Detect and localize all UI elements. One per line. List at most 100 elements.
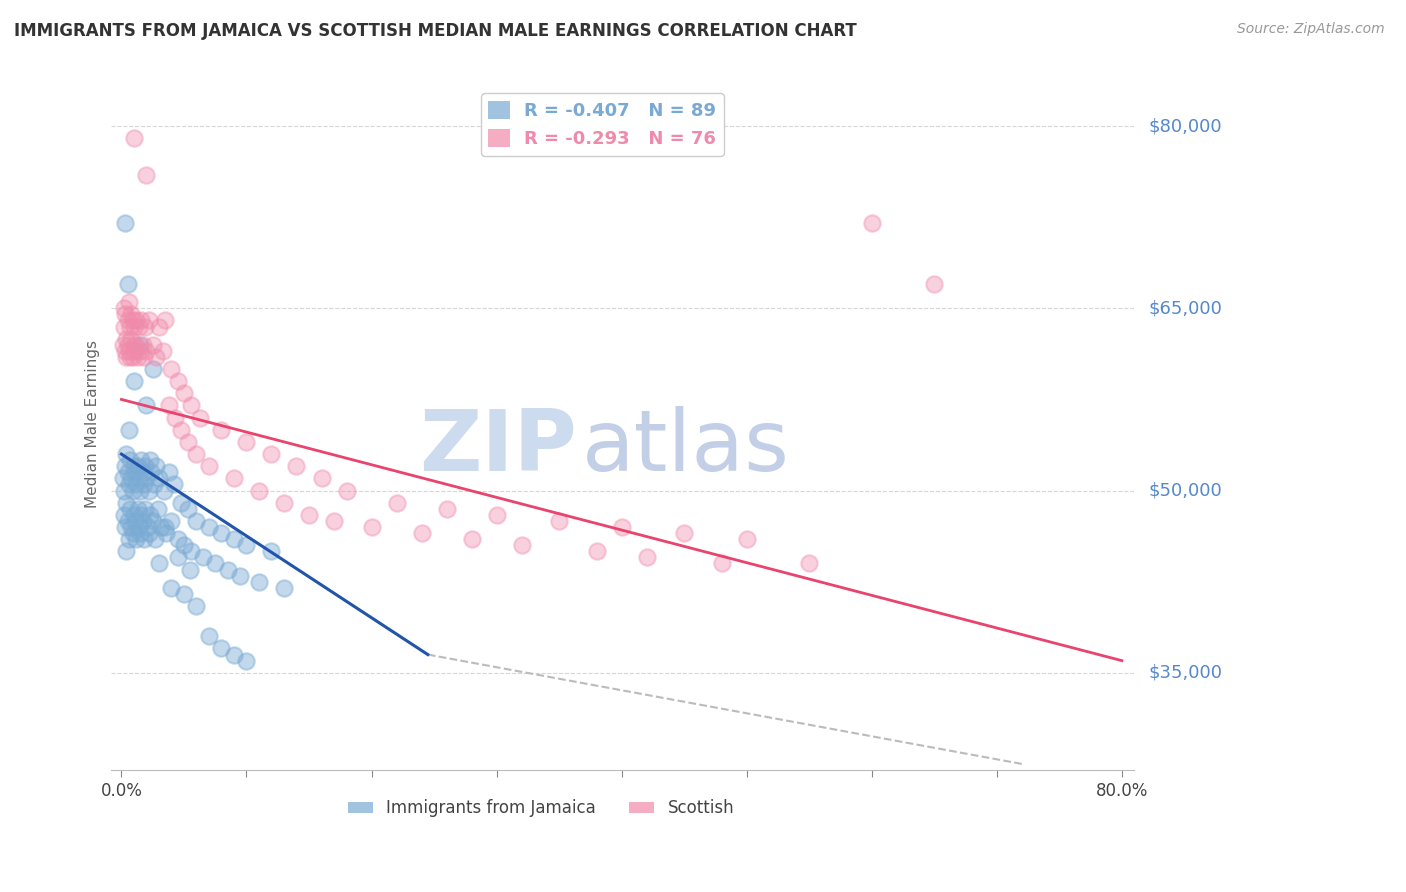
Point [141, 466, 163, 480]
Point [120, 520, 142, 534]
Point [120, 319, 142, 334]
Point [111, 337, 134, 351]
Point [285, 459, 308, 474]
Point [548, 514, 571, 528]
Point [143, 532, 166, 546]
Point [153, 520, 176, 534]
Point [173, 538, 195, 552]
Point [860, 216, 883, 230]
Point [411, 526, 433, 541]
Point [323, 514, 346, 528]
Point [173, 386, 195, 401]
Point [114, 343, 136, 358]
Point [235, 434, 257, 449]
Point [135, 343, 157, 358]
Point [360, 520, 382, 534]
Point [125, 337, 148, 351]
Point [165, 410, 187, 425]
Point [148, 471, 170, 485]
Point [673, 526, 696, 541]
Point [112, 301, 135, 316]
Point [150, 520, 173, 534]
Point [131, 514, 153, 528]
Point [122, 337, 145, 351]
Point [222, 471, 245, 485]
Point [131, 313, 153, 327]
Point [138, 483, 160, 498]
Point [142, 337, 165, 351]
Point [510, 538, 533, 552]
Point [122, 459, 145, 474]
Point [211, 526, 233, 541]
Point [186, 599, 208, 613]
Point [131, 508, 153, 522]
Point [112, 319, 135, 334]
Point [235, 654, 257, 668]
Point [166, 374, 188, 388]
Point [114, 307, 136, 321]
Point [166, 550, 188, 565]
Point [117, 466, 139, 480]
Point [120, 332, 142, 346]
Point [145, 350, 167, 364]
Point [135, 399, 157, 413]
Point [222, 532, 245, 546]
Point [247, 574, 270, 589]
Point [260, 544, 283, 558]
Point [117, 277, 139, 291]
Point [120, 501, 142, 516]
Point [128, 520, 150, 534]
Point [114, 216, 136, 230]
Point [155, 526, 177, 541]
Point [115, 544, 138, 558]
Point [122, 508, 145, 522]
Point [120, 471, 142, 485]
Point [120, 453, 142, 467]
Point [124, 343, 146, 358]
Point [157, 399, 180, 413]
Point [129, 483, 152, 498]
Point [132, 350, 155, 364]
Legend: Immigrants from Jamaica, Scottish: Immigrants from Jamaica, Scottish [342, 793, 741, 824]
Point [186, 447, 208, 461]
Point [121, 313, 143, 327]
Point [120, 307, 142, 321]
Point [311, 471, 333, 485]
Point [125, 477, 148, 491]
Point [127, 350, 149, 364]
Point [117, 514, 139, 528]
Point [127, 459, 149, 474]
Point [610, 520, 633, 534]
Point [128, 319, 150, 334]
Point [148, 319, 170, 334]
Point [129, 526, 152, 541]
Point [139, 508, 162, 522]
Point [160, 362, 183, 376]
Point [924, 277, 946, 291]
Text: Source: ZipAtlas.com: Source: ZipAtlas.com [1237, 22, 1385, 37]
Point [117, 337, 139, 351]
Point [118, 295, 141, 310]
Point [229, 568, 252, 582]
Point [135, 471, 157, 485]
Point [121, 526, 143, 541]
Text: ZIP: ZIP [419, 407, 576, 490]
Point [460, 532, 482, 546]
Point [485, 508, 508, 522]
Point [138, 313, 160, 327]
Point [121, 483, 143, 498]
Point [273, 496, 295, 510]
Point [132, 532, 155, 546]
Text: $65,000: $65,000 [1149, 300, 1222, 318]
Point [180, 544, 202, 558]
Point [385, 496, 408, 510]
Point [160, 514, 183, 528]
Point [134, 501, 156, 516]
Point [136, 520, 159, 534]
Point [124, 466, 146, 480]
Point [204, 557, 226, 571]
Point [247, 483, 270, 498]
Point [211, 423, 233, 437]
Point [235, 538, 257, 552]
Point [273, 581, 295, 595]
